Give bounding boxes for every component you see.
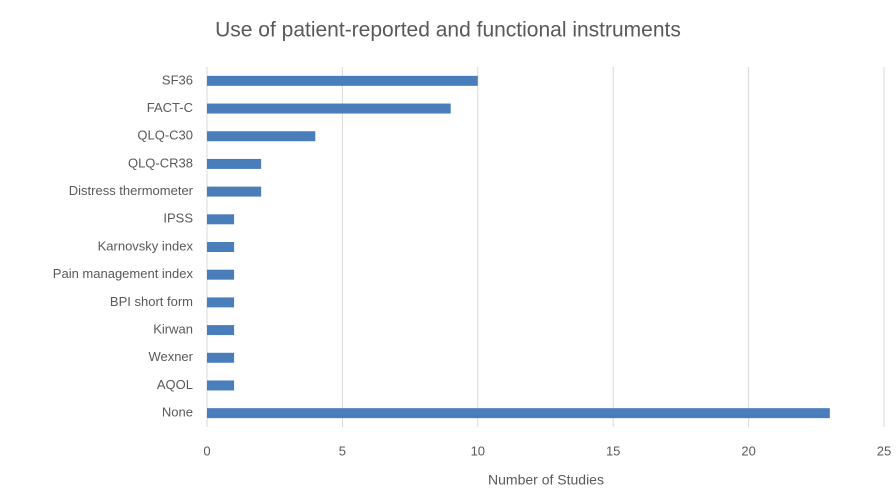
bar [207,131,316,142]
x-tick-label: 0 [203,443,210,458]
x-tick-label: 20 [741,443,755,458]
bar [207,103,451,114]
y-tick-label: None [162,405,193,420]
chart-title: Use of patient-reported and functional i… [215,19,681,42]
bar [207,75,478,86]
bar [207,325,235,336]
bar [207,380,235,391]
x-tick-label: 15 [606,443,620,458]
y-tick-label: Kirwan [153,322,193,337]
bar [207,214,235,225]
x-tick-label: 25 [877,443,891,458]
y-tick-label: Distress thermometer [69,183,194,198]
y-tick-label: QLQ-C30 [137,128,193,143]
y-tick-label: BPI short form [110,294,193,309]
bar [207,297,235,308]
bar [207,269,235,280]
x-tick-label: 5 [339,443,346,458]
y-tick-label: SF36 [162,72,193,87]
y-tick-label: Wexner [148,349,193,364]
bar [207,186,262,197]
y-tick-label: Pain management index [53,266,194,281]
bar [207,352,235,363]
y-tick-label: FACT-C [147,100,193,115]
y-tick-label: AQOL [157,377,193,392]
y-tick-label: Karnovsky index [98,238,194,253]
x-axis-label: Number of Studies [488,472,604,488]
y-tick-label: IPSS [163,211,193,226]
bar [207,242,235,252]
bar [207,408,830,419]
bar [207,158,262,169]
x-tick-label: 10 [471,443,485,458]
y-tick-label: QLQ-CR38 [128,155,193,170]
